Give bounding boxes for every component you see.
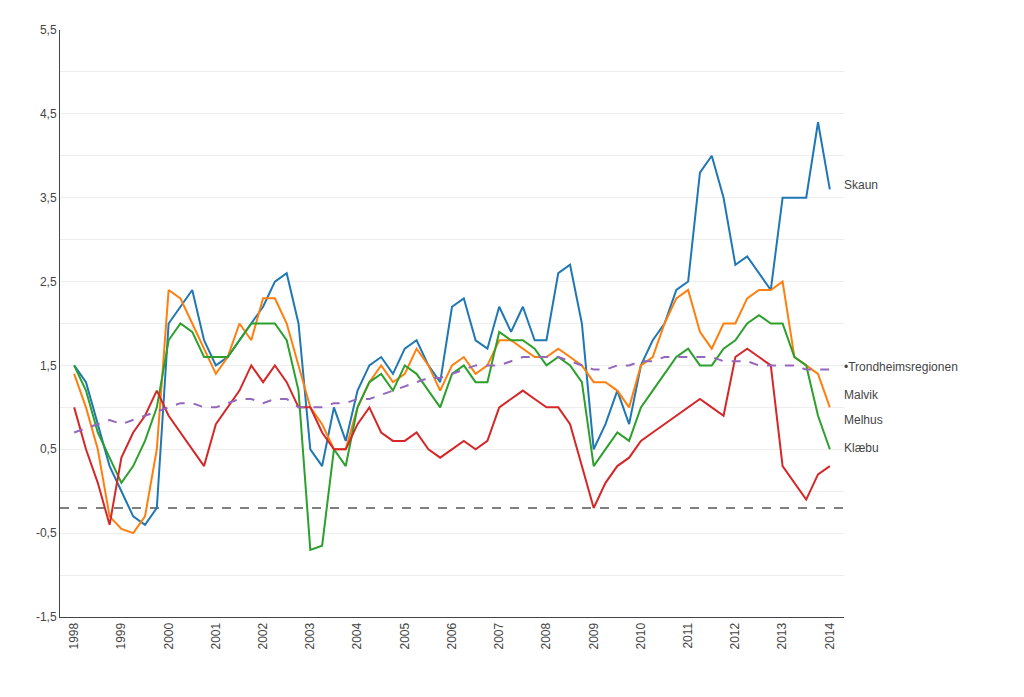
svg-text:Skaun: Skaun xyxy=(844,178,878,192)
svg-text:2008: 2008 xyxy=(539,622,553,649)
svg-text:4,5: 4,5 xyxy=(40,107,57,121)
svg-text:2012: 2012 xyxy=(728,622,742,649)
svg-text:2009: 2009 xyxy=(587,622,601,649)
svg-text:2,5: 2,5 xyxy=(40,275,57,289)
svg-text:2002: 2002 xyxy=(256,622,270,649)
svg-text:1,5: 1,5 xyxy=(40,359,57,373)
svg-text:2013: 2013 xyxy=(776,622,790,649)
svg-text:Klæbu: Klæbu xyxy=(844,441,879,455)
svg-text:1998: 1998 xyxy=(67,622,81,649)
svg-text:2006: 2006 xyxy=(445,622,459,649)
svg-text:2005: 2005 xyxy=(398,622,412,649)
svg-text:-1,5: -1,5 xyxy=(36,610,57,624)
svg-text:2001: 2001 xyxy=(209,622,223,649)
svg-text:0,5: 0,5 xyxy=(40,442,57,456)
svg-text:2007: 2007 xyxy=(492,622,506,649)
svg-text:2010: 2010 xyxy=(634,622,648,649)
svg-text:Melhus: Melhus xyxy=(844,413,883,427)
svg-text:5,5: 5,5 xyxy=(40,23,57,37)
svg-text:2003: 2003 xyxy=(303,622,317,649)
svg-text:-0,5: -0,5 xyxy=(36,526,57,540)
svg-text:2011: 2011 xyxy=(681,622,695,648)
svg-text:Malvik: Malvik xyxy=(844,388,879,402)
svg-text:1999: 1999 xyxy=(114,622,128,649)
svg-text:2000: 2000 xyxy=(162,622,176,649)
svg-text:2014: 2014 xyxy=(823,622,837,649)
svg-text:•Trondheimsregionen: •Trondheimsregionen xyxy=(844,360,958,374)
svg-text:2004: 2004 xyxy=(350,622,364,649)
svg-text:3,5: 3,5 xyxy=(40,191,57,205)
